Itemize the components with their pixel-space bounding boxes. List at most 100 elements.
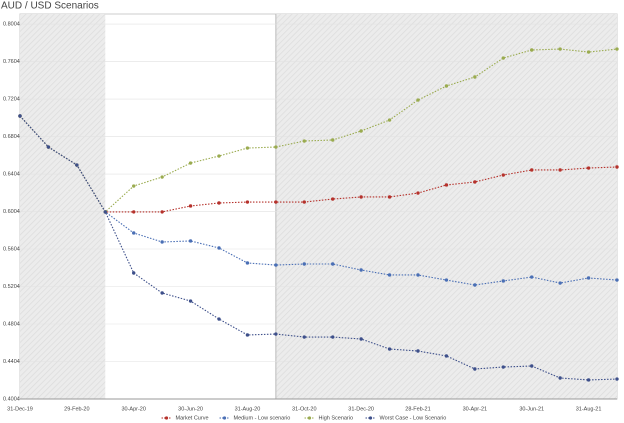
x-tick-label: 30-Jun-20 xyxy=(178,406,203,412)
point xyxy=(586,50,591,54)
point xyxy=(530,275,534,279)
point xyxy=(245,200,250,204)
point xyxy=(558,47,562,51)
legend-marker xyxy=(307,416,312,420)
x-tick-label: 28-Feb-21 xyxy=(405,406,430,412)
point xyxy=(18,114,22,118)
point xyxy=(586,166,591,170)
point xyxy=(103,210,107,214)
point xyxy=(132,231,136,235)
legend-label: Medium - Low scenario xyxy=(234,415,291,421)
point xyxy=(501,279,505,283)
x-tick-label: 30-Apr-20 xyxy=(121,406,145,412)
point xyxy=(160,175,164,179)
point xyxy=(444,354,449,358)
point xyxy=(274,332,278,336)
point xyxy=(217,201,221,205)
point xyxy=(558,168,562,172)
point xyxy=(473,367,477,371)
legend-marker xyxy=(368,416,373,420)
legend-marker xyxy=(164,416,169,420)
shaded-zone xyxy=(20,14,106,399)
point xyxy=(416,349,420,353)
point xyxy=(302,335,306,339)
point xyxy=(132,271,136,275)
point xyxy=(302,262,306,266)
point xyxy=(46,145,51,149)
point xyxy=(416,98,420,102)
y-tick-label: 0.6004 xyxy=(3,209,20,215)
point xyxy=(586,378,591,382)
y-tick-label: 0.4004 xyxy=(3,396,20,402)
point xyxy=(387,347,392,351)
point xyxy=(245,146,250,150)
point xyxy=(387,195,392,199)
y-tick-label: 0.4804 xyxy=(3,321,20,327)
point xyxy=(473,75,477,79)
point xyxy=(331,262,335,266)
point xyxy=(530,48,534,52)
point xyxy=(558,281,562,285)
point xyxy=(359,129,363,133)
point xyxy=(217,317,221,321)
legend-marker xyxy=(222,416,227,420)
point xyxy=(416,191,420,195)
x-tick-label: 31-Aug-21 xyxy=(576,406,602,412)
y-tick-label: 0.7604 xyxy=(3,59,20,65)
point xyxy=(586,276,591,280)
point xyxy=(331,335,335,339)
point xyxy=(160,291,164,295)
x-tick-label: 30-Jun-21 xyxy=(519,406,544,412)
point xyxy=(188,239,193,243)
y-tick-label: 0.8004 xyxy=(3,21,20,27)
series-line xyxy=(19,48,618,213)
point xyxy=(188,161,193,165)
y-tick-label: 0.6404 xyxy=(3,171,20,177)
y-tick-label: 0.7204 xyxy=(3,96,20,102)
legend-label: Worst Case - Low Scenario xyxy=(380,415,447,421)
point xyxy=(217,154,221,158)
point xyxy=(359,195,363,199)
x-tick-label: 29-Feb-20 xyxy=(64,406,89,412)
legend-label: High Scenario xyxy=(319,415,354,421)
point xyxy=(615,47,619,51)
point xyxy=(245,261,250,265)
point xyxy=(302,139,306,143)
y-tick-label: 0.4404 xyxy=(3,359,20,365)
x-tick-label: 30-Apr-21 xyxy=(463,406,487,412)
point xyxy=(274,200,278,204)
point xyxy=(302,200,306,204)
point xyxy=(473,283,477,287)
series-line xyxy=(19,115,618,286)
y-tick-label: 0.5204 xyxy=(3,284,20,290)
point xyxy=(530,168,534,172)
point xyxy=(444,183,449,187)
point xyxy=(416,273,420,277)
point xyxy=(188,299,193,303)
chart-title: AUD / USD Scenarios xyxy=(1,1,99,12)
point xyxy=(444,278,449,282)
point xyxy=(501,365,505,369)
y-tick-label: 0.5604 xyxy=(3,246,20,252)
point xyxy=(274,263,278,267)
point xyxy=(387,118,392,122)
point xyxy=(615,278,619,282)
x-tick-label: 31-Dec-20 xyxy=(348,406,374,412)
point xyxy=(359,268,363,272)
point xyxy=(615,377,619,381)
point xyxy=(75,163,79,167)
shaded-zone xyxy=(275,14,617,399)
x-tick-label: 31-Aug-20 xyxy=(235,406,261,412)
point xyxy=(530,364,534,368)
point xyxy=(473,180,477,184)
legend-label: Market Curve xyxy=(176,415,209,421)
point xyxy=(501,56,505,60)
point xyxy=(331,197,335,201)
point xyxy=(217,246,221,250)
point xyxy=(274,145,278,149)
series-line xyxy=(19,115,618,213)
point xyxy=(359,337,363,341)
x-tick-label: 31-Oct-20 xyxy=(292,406,316,412)
point xyxy=(245,333,250,337)
